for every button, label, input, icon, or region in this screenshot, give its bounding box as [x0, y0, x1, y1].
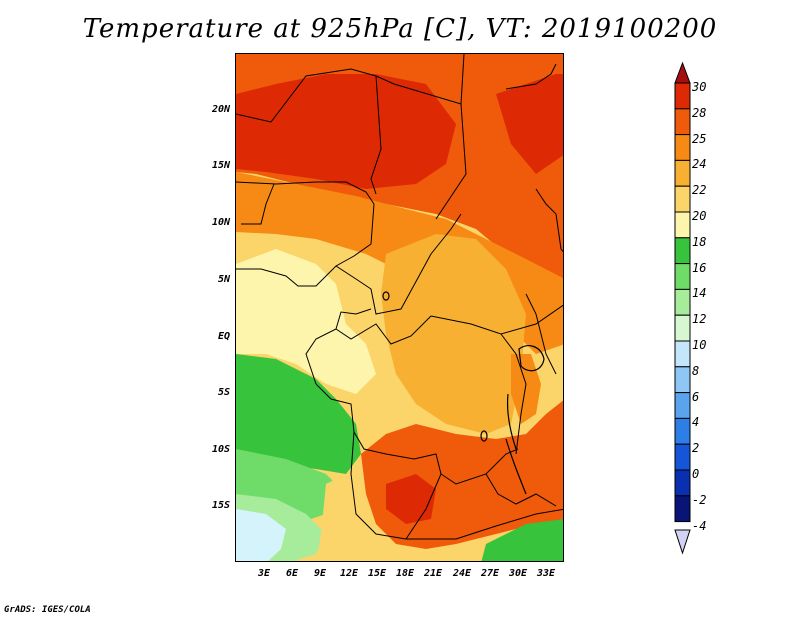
x-tick-label: 18E [395, 568, 415, 579]
colorbar-segment [674, 108, 691, 136]
colorbar-segment [674, 469, 691, 497]
colorbar-label: 30 [692, 80, 707, 94]
temp-zone-green-southwest [236, 354, 361, 474]
colorbar-label: 25 [692, 132, 707, 146]
colorbar-label: 24 [692, 157, 707, 171]
colorbar-label: 4 [692, 415, 700, 429]
colorbar-segment [674, 340, 691, 368]
temp-zone-hot-south [386, 474, 436, 524]
colorbar-segment [674, 237, 691, 265]
colorbar-label: 8 [692, 364, 700, 378]
y-tick-label: 15S [211, 500, 230, 511]
y-tick-label: 5S [217, 387, 230, 398]
y-tick-label: 10N [211, 217, 230, 228]
colorbar-label: 6 [692, 390, 700, 404]
temp-zone-hot-sahara [236, 74, 456, 189]
colorbar-label: -2 [692, 493, 707, 507]
temp-zone-hot-northeast [496, 74, 563, 174]
x-tick-label: 6E [285, 568, 299, 579]
x-tick-label: 27E [480, 568, 500, 579]
x-tick-label: 21E [423, 568, 443, 579]
temp-zone-green-southeast [481, 519, 563, 561]
colorbar-label: 28 [692, 106, 707, 120]
y-tick-label: 10S [211, 444, 230, 455]
y-tick-label: EQ [217, 331, 230, 342]
colorbar-label: 10 [692, 338, 707, 352]
y-tick-label: 20N [211, 104, 230, 115]
colorbar-label: 20 [692, 209, 707, 223]
colorbar-segment [674, 495, 691, 523]
colorbar-label: 2 [692, 441, 700, 455]
colorbar-segment [674, 211, 691, 239]
colorbar-bottom-triangle [674, 529, 691, 555]
colorbar-top-triangle [674, 61, 691, 84]
colorbar-segment [674, 185, 691, 213]
x-tick-label: 12E [339, 568, 359, 579]
colorbar-label: 16 [692, 261, 707, 275]
x-tick-label: 30E [508, 568, 528, 579]
colorbar-label: 14 [692, 286, 707, 300]
temp-zone-light-blue [236, 509, 286, 561]
temp-zone-light-orange-central [381, 234, 526, 434]
x-tick-label: 9E [313, 568, 327, 579]
x-tick-label: 24E [452, 568, 472, 579]
grads-credit: GrADS: IGES/COLA [4, 605, 91, 615]
temperature-map [235, 53, 564, 562]
colorbar-segment [674, 443, 691, 471]
x-tick-label: 33E [536, 568, 556, 579]
colorbar-segment [674, 288, 691, 316]
colorbar-segment [674, 263, 691, 290]
map-title: Temperature at 925hPa [C], VT: 201910020… [82, 14, 718, 44]
map-canvas [236, 54, 563, 561]
temp-zone-pale-yellow-west [236, 249, 376, 394]
colorbar-label: 22 [692, 183, 707, 197]
colorbar-label: -4 [692, 519, 707, 533]
colorbar-segment [674, 159, 691, 187]
x-tick-label: 3E [257, 568, 271, 579]
colorbar-label: 12 [692, 312, 707, 326]
colorbar [674, 61, 691, 555]
temp-zone-orange-east-highland [511, 354, 541, 424]
x-tick-label: 15E [367, 568, 387, 579]
y-tick-label: 15N [211, 160, 230, 171]
lakes [382, 291, 545, 495]
colorbar-label: 18 [692, 235, 707, 249]
colorbar-segment [674, 314, 691, 342]
colorbar-segment [674, 82, 691, 110]
colorbar-segment [674, 417, 691, 445]
colorbar-segment [674, 392, 691, 419]
colorbar-segment [674, 134, 691, 161]
y-tick-label: 5N [217, 274, 230, 285]
colorbar-segment [674, 366, 691, 394]
country-borders [236, 54, 563, 540]
colorbar-label: 0 [692, 467, 700, 481]
